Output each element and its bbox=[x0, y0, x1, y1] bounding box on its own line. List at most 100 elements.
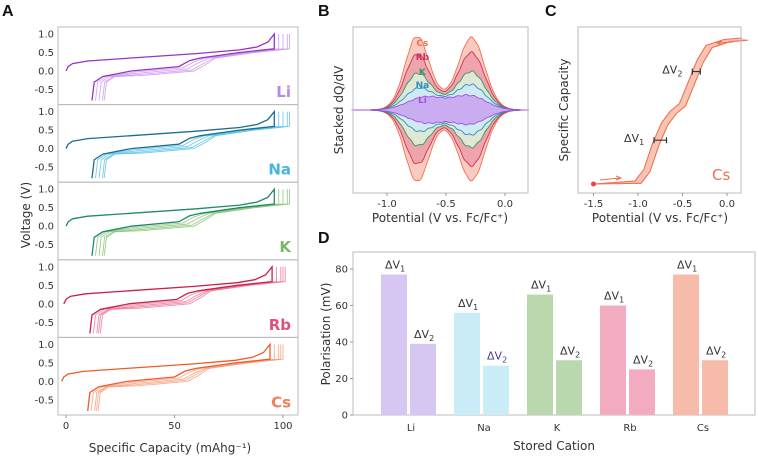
bar-cs-dv1 bbox=[673, 274, 699, 415]
x-tick-label: -1.0 bbox=[628, 199, 648, 210]
category-label-k: K bbox=[554, 423, 561, 434]
y-tick-label: 1.0 bbox=[38, 340, 54, 351]
y-tick-label: 0.5 bbox=[38, 48, 54, 59]
panel-a-xlabel: Specific Capacity (mAhg⁻¹) bbox=[89, 441, 251, 455]
cycle-curve-cs bbox=[61, 342, 271, 412]
cycle-curve-li bbox=[98, 34, 284, 101]
cycle-curve-li bbox=[65, 32, 275, 101]
panel-a-subplot-frame bbox=[57, 336, 299, 416]
y-tick-label: 0 bbox=[342, 411, 348, 422]
bar-li-dv1 bbox=[381, 274, 407, 415]
arrow-left-icon bbox=[715, 40, 734, 46]
area-li bbox=[351, 94, 529, 125]
x-tick-label: 0.0 bbox=[719, 199, 735, 210]
cycle-curve-rb bbox=[63, 264, 273, 334]
panel-d-frame bbox=[352, 251, 756, 416]
bar-cs-dv2 bbox=[702, 360, 728, 415]
y-tick-label: 0.5 bbox=[38, 126, 54, 137]
x-tick-label: 50 bbox=[168, 421, 181, 432]
cycle-curve-na bbox=[98, 111, 284, 179]
y-tick-label: -0.5 bbox=[34, 163, 54, 174]
panel-c-xlabel: Potential (V vs. Fc/Fc⁺) bbox=[592, 211, 728, 225]
bar-label-li-dv2: ΔV2 bbox=[414, 328, 434, 343]
cycle-curve-cs bbox=[90, 344, 275, 412]
category-label-rb: Rb bbox=[623, 423, 636, 434]
y-tick-label: 0.0 bbox=[38, 299, 54, 310]
panel-a-subplot-frame bbox=[57, 104, 299, 183]
x-tick-label: 0.0 bbox=[497, 199, 513, 210]
y-tick-label: 0.5 bbox=[38, 358, 54, 369]
panel-d: 0 20 40 60 80 ΔV1 ΔV2 Li ΔV1 ΔV2 Na ΔV1 ΔV2 K ΔV1 ΔV2 Rb… bbox=[335, 251, 756, 434]
bar-label-k-dv1: ΔV1 bbox=[531, 279, 551, 294]
panel-b-xlabel: Potential (V vs. Fc/Fc⁺) bbox=[372, 211, 508, 225]
panel-b: Li Na K Rb Cs -1.0 -0.5 0.0 bbox=[351, 26, 529, 210]
cycle-curve-rb bbox=[98, 266, 284, 334]
line-bottom-li bbox=[351, 109, 529, 126]
y-tick-label: 0.0 bbox=[38, 377, 54, 388]
category-label-li: Li bbox=[407, 423, 415, 434]
x-tick-label: -1.5 bbox=[584, 199, 604, 210]
bar-label-rb-dv1: ΔV1 bbox=[604, 290, 624, 305]
panel-d-ylabel: Polarisation (mV) bbox=[319, 283, 333, 386]
series-label-k: K bbox=[419, 68, 427, 78]
x-tick-label: 0 bbox=[63, 421, 69, 432]
panel-b-frame bbox=[352, 26, 529, 194]
bar-rb-dv1 bbox=[600, 305, 626, 415]
bar-k-dv2 bbox=[556, 360, 582, 415]
bar-label-na-dv2: ΔV2 bbox=[487, 350, 507, 365]
panel-label-d: D bbox=[318, 230, 330, 247]
y-tick-label: 1.0 bbox=[38, 185, 54, 196]
y-tick-label: 0.0 bbox=[38, 222, 54, 233]
y-tick-label: -0.5 bbox=[34, 240, 54, 251]
series-label-rb: Rb bbox=[416, 53, 430, 63]
y-tick-label: 1.0 bbox=[38, 107, 54, 118]
panel-label-c: C bbox=[545, 3, 557, 20]
panel-a-subplot-frame bbox=[57, 181, 299, 261]
y-tick-label: 0.5 bbox=[38, 281, 54, 292]
cycle-curve-rb bbox=[92, 266, 277, 334]
cycle-curve-cs bbox=[94, 344, 280, 412]
cation-label-li: Li bbox=[276, 83, 291, 101]
line-top-li bbox=[351, 94, 529, 111]
cation-label-na: Na bbox=[268, 161, 291, 179]
panel-c: ΔV1 ΔV2 -1.5 -1.0 -0.5 0.0 bbox=[577, 26, 748, 210]
cation-label-cs: Cs bbox=[271, 393, 291, 411]
cycle-curve-li bbox=[95, 34, 280, 101]
y-tick-label: 0.0 bbox=[38, 67, 54, 78]
start-point-marker bbox=[591, 181, 596, 187]
cycle-curve-k bbox=[98, 189, 284, 256]
x-tick-label: 100 bbox=[273, 421, 292, 432]
series-label-li: Li bbox=[418, 96, 427, 106]
series-label-cs: Cs bbox=[416, 39, 428, 49]
cycle-curve-cs bbox=[95, 344, 282, 412]
panel-d-xlabel: Stored Cation bbox=[513, 439, 595, 453]
cycle-curve-li bbox=[102, 34, 288, 101]
x-tick-label: -0.5 bbox=[673, 199, 693, 210]
panel-c-ylabel: Specific Capacity bbox=[557, 59, 571, 162]
cycle-curve-k bbox=[95, 189, 280, 256]
cycle-curve-k bbox=[65, 187, 275, 256]
panel-a: 1.0 0.5 0.0 -0.5 Li 1.0 0.5 0.0 -0.5 Na 1.0 0.5 0.0 -… bbox=[34, 26, 299, 432]
cycle-curve-na bbox=[65, 109, 275, 179]
annotation-dv2: ΔV2 bbox=[662, 64, 682, 79]
y-tick-label: 60 bbox=[335, 301, 348, 312]
category-label-na: Na bbox=[477, 423, 491, 434]
bar-label-cs-dv2: ΔV2 bbox=[706, 344, 726, 359]
y-tick-label: 1.0 bbox=[38, 30, 54, 41]
arrow-right-icon bbox=[599, 175, 623, 181]
panel-a-ylabel: Voltage (V) bbox=[19, 182, 33, 248]
discharge-curve bbox=[593, 37, 742, 185]
panel-a-subplot-frame bbox=[57, 26, 299, 106]
cycle-curve-na bbox=[102, 111, 288, 179]
y-tick-label: -0.5 bbox=[34, 395, 54, 406]
bar-na-dv2 bbox=[483, 365, 509, 415]
panel-label-a: A bbox=[2, 3, 14, 20]
bar-label-li-dv1: ΔV1 bbox=[385, 258, 405, 273]
panel-label-b: B bbox=[318, 3, 330, 20]
y-tick-label: -0.5 bbox=[34, 318, 54, 329]
bar-label-na-dv1: ΔV1 bbox=[458, 297, 478, 312]
charge-curve bbox=[593, 39, 748, 185]
y-tick-label: 1.0 bbox=[38, 262, 54, 273]
y-tick-label: 0.5 bbox=[38, 203, 54, 214]
